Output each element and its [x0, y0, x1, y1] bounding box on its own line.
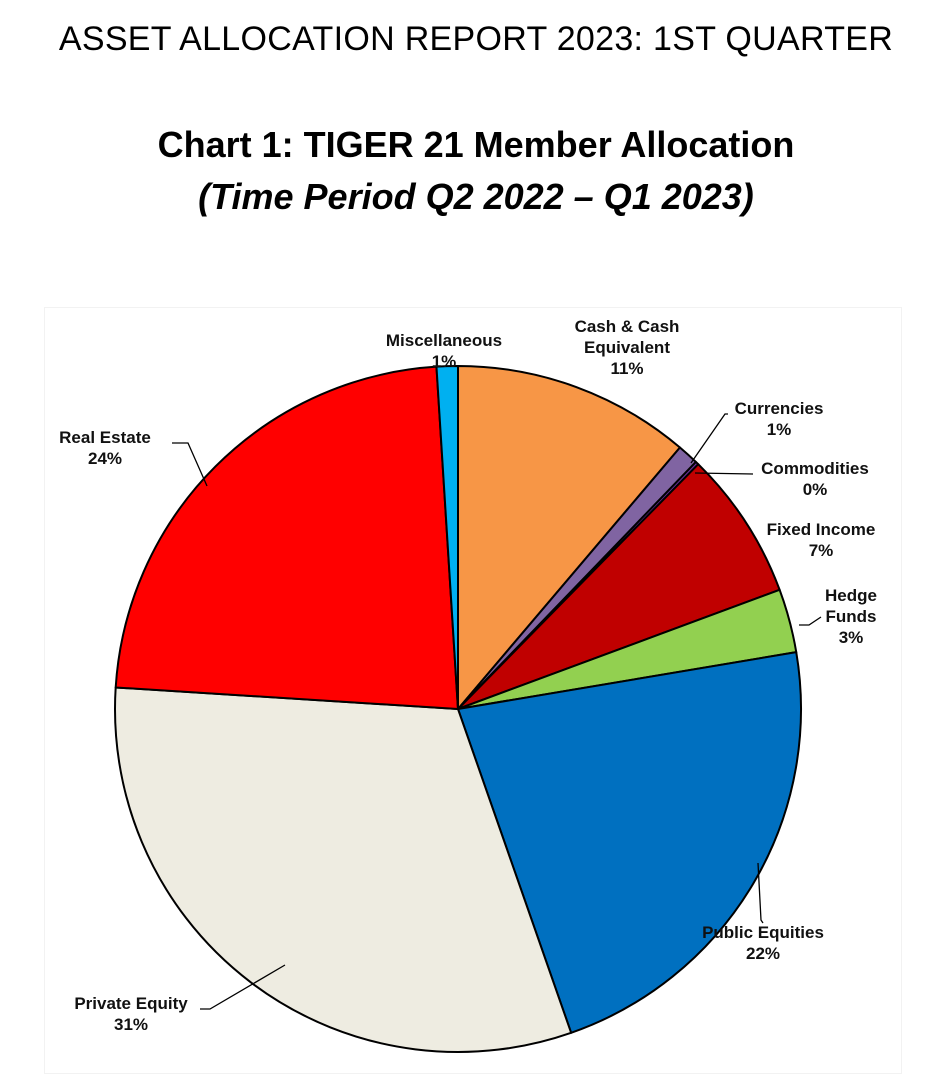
chart-subtitle: (Time Period Q2 2022 – Q1 2023)	[198, 176, 754, 217]
pie-slice-miscellaneous	[435, 365, 459, 710]
slice-label-currencies: Currencies	[735, 399, 824, 418]
slice-label-hedge-funds: Hedge	[825, 586, 877, 605]
chart-frame: Cash & Cash Equivalent 11% Currencies 1% Comm…	[44, 307, 902, 1074]
data-label-private-equity: Private Equity 31%	[74, 994, 188, 1034]
data-label-hedge-funds: Hedge Funds 3%	[825, 586, 877, 647]
leader-line-real-estate	[172, 442, 208, 487]
report-title: ASSET ALLOCATION REPORT 2023: 1ST QUARTE…	[58, 20, 894, 58]
leader-line-public-equities	[757, 862, 764, 924]
pie-chart: Cash & Cash Equivalent 11% Currencies 1% Comm…	[59, 317, 877, 1053]
slice-label-fixed-income: Fixed Income	[767, 520, 876, 539]
leader-line-currencies	[690, 413, 728, 464]
leader-line-hedge-funds	[799, 616, 822, 626]
slice-percent-real-estate: 24%	[88, 449, 122, 468]
data-label-real-estate: Real Estate 24%	[59, 428, 151, 468]
pie-slice-fixed-income	[457, 463, 781, 710]
slice-label-hedge-funds: Funds	[826, 607, 877, 626]
slice-percent-public-equities: 22%	[746, 944, 780, 963]
slice-percent-currencies: 1%	[767, 420, 792, 439]
data-label-fixed-income: Fixed Income 7%	[767, 520, 876, 560]
pie-slice-public-equities	[457, 651, 802, 1034]
slice-percent-private-equity: 31%	[114, 1015, 148, 1034]
slice-label-real-estate: Real Estate	[59, 428, 151, 447]
slice-percent-fixed-income: 7%	[809, 541, 834, 560]
pie-slice-real-estate	[114, 365, 459, 710]
slice-label-commodities: Commodities	[761, 459, 869, 478]
chart-title: Chart 1: TIGER 21 Member Allocation	[157, 124, 795, 165]
slice-percent-miscellaneous: 1%	[432, 352, 457, 371]
pie-slice-cash-and-cash-equivalent	[457, 365, 681, 710]
slice-percent-cash-and-cash-equivalent: 11%	[610, 359, 643, 378]
slice-percent-hedge-funds: 3%	[839, 628, 864, 647]
leader-line-private-equity	[200, 964, 286, 1010]
data-label-cash-and-cash-equivalent: Cash & Cash Equivalent 11%	[575, 317, 680, 378]
leader-line-commodities	[694, 472, 754, 475]
slice-label-cash-and-cash-equivalent: Cash & Cash	[575, 317, 680, 336]
data-label-miscellaneous: Miscellaneous 1%	[386, 331, 502, 371]
data-label-public-equities: Public Equities 22%	[702, 923, 824, 963]
pie-slice-private-equity	[114, 686, 573, 1053]
slice-label-cash-and-cash-equivalent: Equivalent	[584, 338, 670, 357]
data-label-commodities: Commodities 0%	[761, 459, 869, 499]
slice-percent-commodities: 0%	[803, 480, 828, 499]
slice-label-miscellaneous: Miscellaneous	[386, 331, 502, 350]
slice-label-private-equity: Private Equity	[74, 994, 188, 1013]
slice-label-public-equities: Public Equities	[702, 923, 824, 942]
data-label-currencies: Currencies 1%	[735, 399, 824, 439]
